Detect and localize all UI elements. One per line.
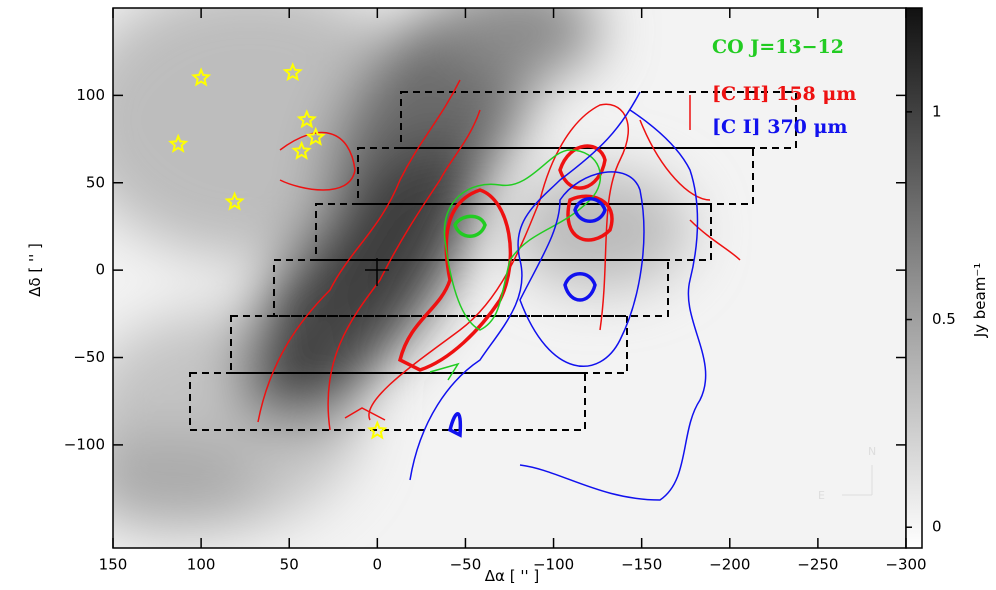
compass-e: E [818, 489, 825, 502]
colorbar-tick-label: 0 [932, 518, 942, 536]
x-tick-label: −250 [797, 556, 838, 574]
y-tick-label: −50 [73, 348, 105, 366]
colorbar [906, 8, 922, 548]
x-tick-label: −50 [450, 556, 482, 574]
x-tick-label: −200 [709, 556, 750, 574]
x-tick-label: −150 [621, 556, 662, 574]
colorbar-label: Jy beam⁻¹ [971, 263, 989, 339]
y-axis-label: Δδ [ '' ] [26, 243, 44, 297]
legend-label: [C II] 158 μm [712, 83, 856, 105]
legend-label: [C I] 370 μm [712, 116, 848, 138]
x-tick-label: 150 [99, 556, 128, 574]
colorbar-tick-label: 0.5 [932, 310, 956, 328]
x-axis-label: Δα [ '' ] [485, 567, 539, 585]
y-tick-label: 0 [95, 261, 105, 279]
colorbar-tick-label: 1 [932, 102, 942, 120]
x-tick-label: −100 [533, 556, 574, 574]
y-tick-label: 100 [76, 86, 105, 104]
y-tick-label: −100 [64, 435, 105, 453]
x-tick-label: −300 [885, 556, 926, 574]
chart: N E Δα [ '' ] Δδ [ '' ] Jy beam⁻¹ CO J=1… [0, 0, 996, 586]
compass-n: N [868, 445, 876, 458]
x-tick-label: 0 [373, 556, 383, 574]
x-tick-label: 100 [187, 556, 216, 574]
legend-label: CO J=13−12 [712, 36, 844, 58]
x-tick-label: 50 [280, 556, 299, 574]
y-tick-label: 50 [86, 173, 105, 191]
